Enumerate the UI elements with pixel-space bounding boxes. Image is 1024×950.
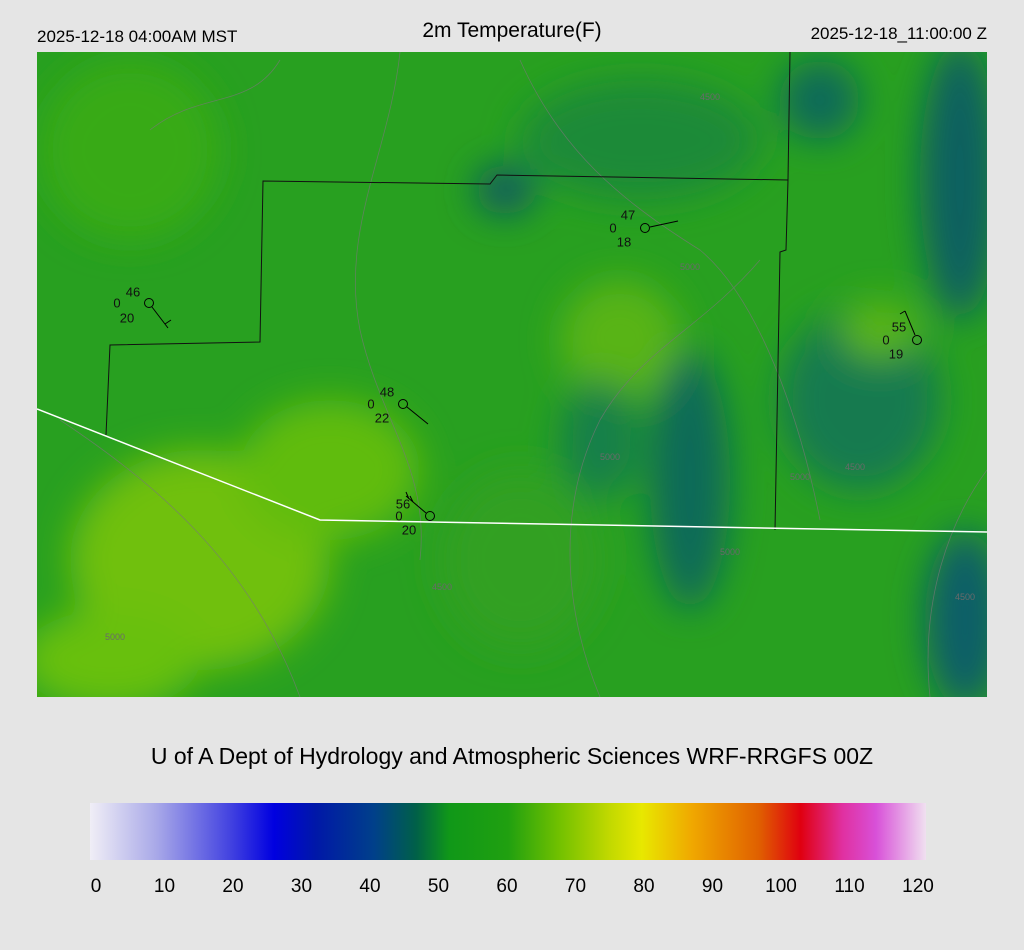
- station-plots: 46 0 20 47 0 18 55 0 19 48 0 22 56 0 20: [113, 207, 906, 537]
- station-dewpoint: 20: [120, 310, 134, 325]
- contour-label: 5000: [790, 472, 810, 482]
- utc-time: 2025-12-18_11:00:00 Z: [811, 24, 987, 43]
- colorbar-tick-label: 110: [834, 876, 864, 897]
- station-temperature: 56: [396, 496, 410, 511]
- local-time: 2025-12-18 04:00AM MST: [37, 27, 237, 46]
- station-code: 0: [367, 396, 374, 411]
- colorbar-tick-label: 70: [565, 876, 586, 897]
- state-border: [37, 408, 987, 533]
- contour-label: 5000: [680, 262, 700, 272]
- station-symbols: [144, 220, 922, 521]
- station-dewpoint: 22: [375, 410, 389, 425]
- contour-label: 4500: [700, 92, 720, 102]
- contour-label: 4500: [845, 462, 865, 472]
- map: 4500 5000 5000 4500 5000 4500 5000 5000 …: [37, 52, 987, 697]
- colorbar-tick-label: 60: [496, 876, 517, 897]
- county-borders: [105, 52, 791, 531]
- station-dewpoint: 18: [617, 234, 631, 249]
- colorbar-tick-label: 0: [91, 876, 102, 897]
- credit: U of A Dept of Hydrology and Atmospheric…: [151, 743, 873, 769]
- colorbar-tick-label: 90: [702, 876, 723, 897]
- colorbar-tick-label: 10: [154, 876, 175, 897]
- colorbar-tick-label: 50: [428, 876, 449, 897]
- station-code: 0: [609, 220, 616, 235]
- colorbar-ticks: 0 10 20 30 40 50 60 70 80 90 100 110 120: [91, 876, 934, 897]
- map-title: 2m Temperature(F): [422, 19, 601, 42]
- station-dewpoint: 19: [889, 346, 903, 361]
- station-code: 0: [395, 508, 402, 523]
- station-code: 0: [882, 332, 889, 347]
- colorbar-tick-label: 30: [291, 876, 312, 897]
- contour-labels: 4500 5000 5000 4500 5000 4500 5000 5000 …: [105, 92, 975, 642]
- colorbar-tick-label: 20: [222, 876, 243, 897]
- station-temperature: 55: [892, 319, 906, 334]
- temperature-field: [37, 52, 987, 697]
- station-code: 0: [113, 295, 120, 310]
- colorbar-tick-label: 80: [633, 876, 654, 897]
- contour-label: 5000: [105, 632, 125, 642]
- station-dewpoint: 20: [402, 522, 416, 537]
- station-temperature: 46: [126, 284, 140, 299]
- colorbar-tick-label: 40: [359, 876, 380, 897]
- colorbar: [90, 803, 926, 860]
- contours: [59, 52, 987, 697]
- colorbar-tick-label: 120: [902, 876, 934, 897]
- station-temperature: 47: [621, 207, 635, 222]
- station-temperature: 48: [380, 384, 394, 399]
- contour-label: 5000: [720, 547, 740, 557]
- contour-label: 4500: [432, 582, 452, 592]
- contour-label: 5000: [600, 452, 620, 462]
- contour-label: 4500: [955, 592, 975, 602]
- colorbar-tick-label: 100: [765, 876, 797, 897]
